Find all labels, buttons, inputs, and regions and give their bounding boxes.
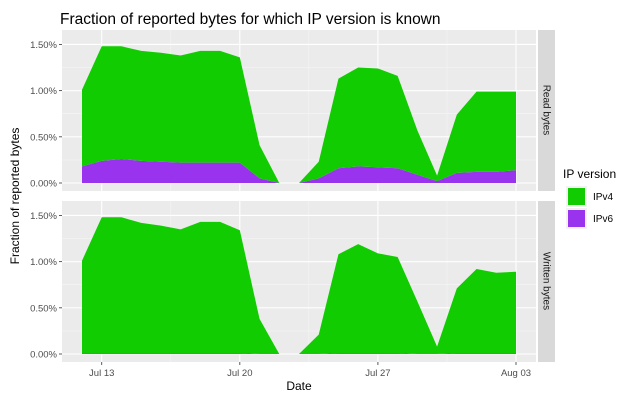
strip-read [538, 30, 555, 191]
legend-swatch-ipv6 [568, 210, 585, 227]
y-axis-title: Fraction of reported bytes [8, 128, 22, 265]
y-tick-label: 0.50% [30, 132, 57, 143]
strip-label-written: Written bytes [540, 252, 551, 310]
x-tick-label: Jul 20 [227, 368, 252, 379]
y-tick-label: 1.00% [30, 86, 57, 97]
legend: IP version IPv4 IPv6 [563, 167, 616, 229]
area-ipv6-read [82, 158, 516, 183]
legend-label-ipv6: IPv6 [593, 214, 613, 225]
area-ipv6-written [82, 353, 516, 354]
y-tick-label: 1.00% [30, 257, 57, 268]
area-ipv4-written [82, 217, 516, 354]
y-tick-label: 1.50% [30, 40, 57, 51]
area-layer [82, 46, 516, 354]
chart-title: Fraction of reported bytes for which IP … [60, 11, 441, 28]
y-tick-label: 0.00% [30, 350, 57, 361]
y-tick-label: 0.50% [30, 303, 57, 314]
legend-swatch-ipv4 [568, 188, 585, 205]
y-tick-label: 1.50% [30, 211, 57, 222]
legend-title: IP version [563, 167, 616, 181]
x-tick-label: Aug 03 [501, 368, 531, 379]
x-tick-label: Jul 27 [365, 368, 390, 379]
strip-label-read: Read bytes [540, 85, 551, 136]
strip-written [538, 201, 555, 362]
x-tick-label: Jul 13 [89, 368, 114, 379]
area-ipv4-read [82, 46, 516, 184]
x-axis-title: Date [286, 379, 312, 393]
legend-label-ipv4: IPv4 [593, 192, 613, 203]
y-tick-label: 0.00% [30, 179, 57, 190]
axis-layer: 0.00% 0.50% 1.00% 1.50% 0.00% 0.50% 1.00% 1.50%… [30, 40, 531, 379]
